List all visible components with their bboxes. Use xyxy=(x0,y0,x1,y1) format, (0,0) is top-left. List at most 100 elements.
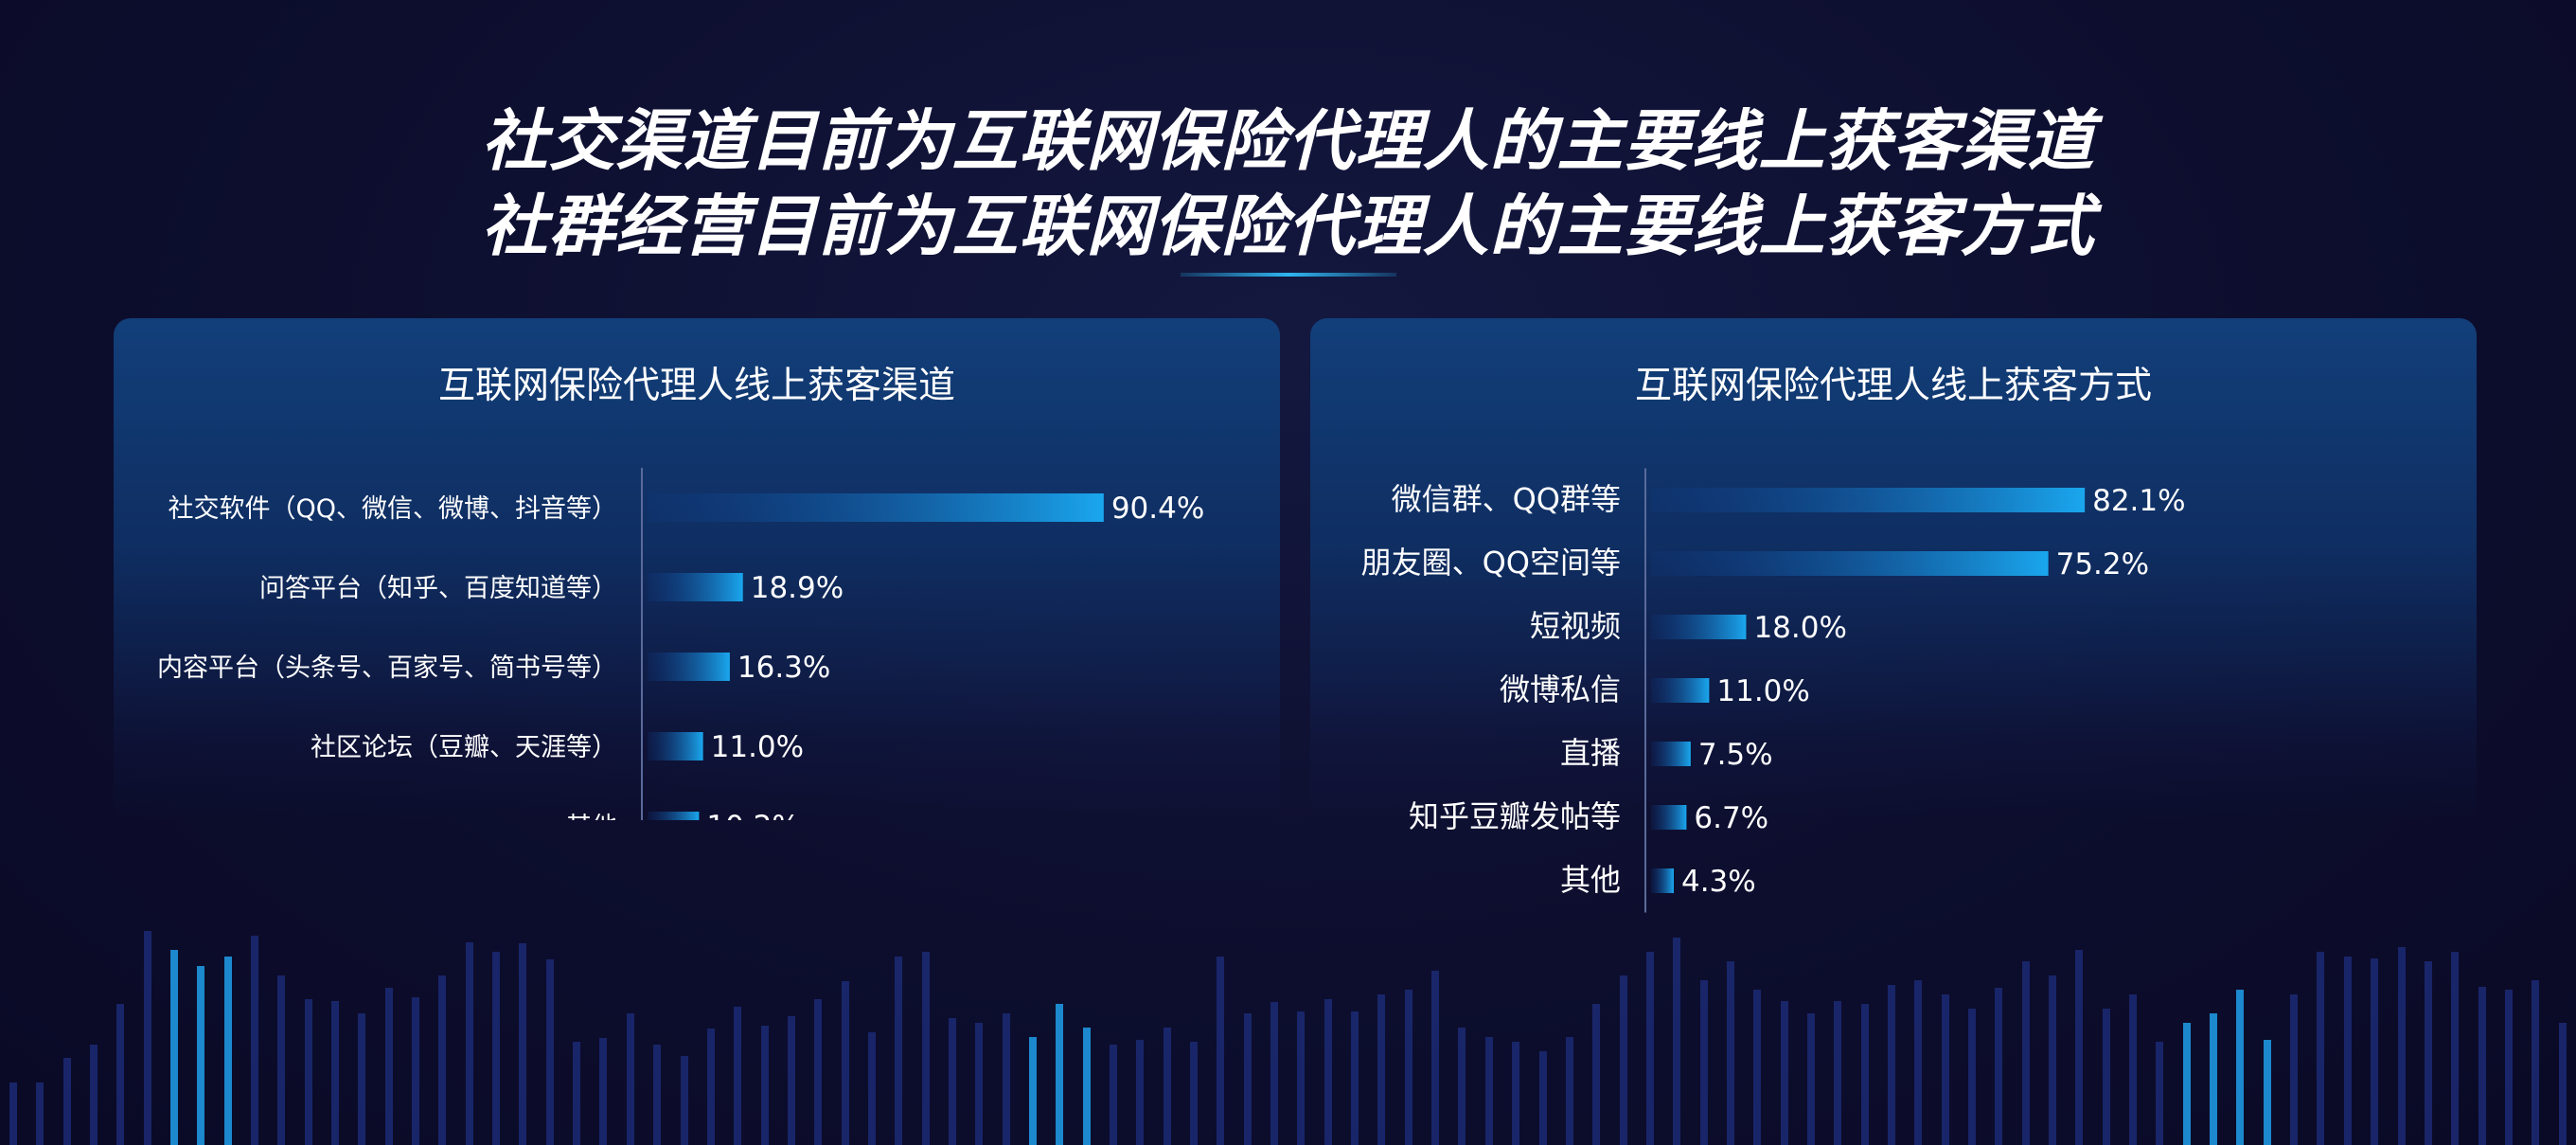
equalizer-bar xyxy=(2559,1023,2567,1145)
category-label: 问答平台（知乎、百度知道等） xyxy=(259,574,617,603)
value-label: 18.9% xyxy=(751,571,844,605)
equalizer-bar xyxy=(492,952,500,1145)
equalizer-bar xyxy=(627,1013,634,1145)
equalizer-bar xyxy=(868,1032,876,1145)
bar xyxy=(1651,805,1687,830)
equalizer-bar xyxy=(2532,980,2539,1145)
category-label: 微信群、QQ群等 xyxy=(1392,481,1621,517)
equalizer-bar xyxy=(1164,1028,1171,1145)
equalizer-bar xyxy=(1914,980,1922,1145)
equalizer-bar xyxy=(949,1018,956,1145)
equalizer-bar xyxy=(466,942,473,1145)
equalizer-bar xyxy=(1136,1040,1144,1145)
equalizer-bar xyxy=(1458,1028,1466,1145)
bar xyxy=(1651,615,1747,639)
equalizer-bar xyxy=(842,981,849,1145)
equalizer-bar xyxy=(1834,1001,1841,1145)
value-label: 10.2% xyxy=(706,810,799,820)
equalizer-bar xyxy=(1244,1013,1252,1145)
equalizer-bar xyxy=(438,975,446,1145)
bar xyxy=(1651,488,2086,512)
channels-chart-title: 互联网保险代理人线上获客渠道 xyxy=(437,365,955,407)
equalizer-bar xyxy=(1753,990,1761,1145)
bar xyxy=(1651,868,1674,893)
equalizer-bar xyxy=(197,966,204,1145)
equalizer-bar xyxy=(1324,999,1332,1145)
equalizer-bar xyxy=(599,1038,607,1145)
equalizer-bar xyxy=(277,975,285,1145)
category-label: 短视频 xyxy=(1530,608,1621,644)
bar xyxy=(648,812,700,820)
headline-line-2: 社群经营目前为互联网保险代理人的主要线上获客方式 xyxy=(481,188,2095,265)
equalizer-bar xyxy=(2290,994,2298,1145)
equalizer-bar xyxy=(1270,1002,1278,1145)
bar xyxy=(648,573,743,601)
equalizer-bar xyxy=(1377,994,1385,1145)
category-label: 直播 xyxy=(1560,735,1621,771)
equalizer-bar xyxy=(9,1082,17,1145)
value-label: 90.4% xyxy=(1111,492,1204,526)
equalizer-bar xyxy=(1861,1004,1869,1145)
equalizer-bar xyxy=(1673,938,1680,1145)
equalizer-bar xyxy=(1217,957,1224,1145)
equalizer-bar xyxy=(1807,1013,1815,1145)
equalizer-bar xyxy=(1646,952,1654,1145)
equalizer-bar xyxy=(1083,1028,1091,1145)
equalizer-bar xyxy=(1029,1037,1037,1145)
equalizer-bar xyxy=(895,957,902,1145)
equalizer-bar xyxy=(2183,1023,2191,1145)
equalizer-bar xyxy=(1431,971,1439,1145)
equalizer-bar xyxy=(144,931,151,1145)
headline-line-1: 社交渠道目前为互联网保险代理人的主要线上获客渠道 xyxy=(481,102,2095,180)
equalizer-bar xyxy=(922,952,930,1145)
category-label: 社交软件（QQ、微信、微博、抖音等） xyxy=(168,494,617,524)
category-label: 其他 xyxy=(566,813,617,820)
equalizer-bar xyxy=(116,1004,124,1145)
equalizer-bar xyxy=(788,1016,795,1145)
equalizer-bar xyxy=(63,1058,71,1145)
equalizer-bar xyxy=(2210,1013,2217,1145)
equalizer-bar xyxy=(2344,957,2352,1145)
equalizer-bar xyxy=(2075,950,2083,1145)
equalizer-bar xyxy=(1485,1037,1493,1145)
equalizer-bar xyxy=(734,1007,741,1145)
bar xyxy=(648,653,730,681)
category-label: 知乎豆瓣发帖等 xyxy=(1409,798,1621,834)
equalizer-bar xyxy=(412,997,419,1145)
category-label: 其他 xyxy=(1560,862,1621,898)
category-label: 社区论坛（豆瓣、天涯等） xyxy=(311,733,617,762)
equalizer-bar xyxy=(761,1026,769,1145)
equalizer-bar xyxy=(331,1001,339,1145)
equalizer-bar xyxy=(2103,1009,2110,1145)
value-label: 16.3% xyxy=(737,651,830,685)
equalizer-bar xyxy=(1539,1051,1547,1145)
value-label: 82.1% xyxy=(2092,484,2185,518)
equalizer-bar xyxy=(2049,975,2056,1145)
equalizer-bar xyxy=(2451,952,2459,1145)
equalizer-bar xyxy=(1727,961,1734,1145)
equalizer-bar xyxy=(2236,990,2244,1145)
equalizer-bar xyxy=(546,959,554,1145)
channels-chart-panel: 互联网保险代理人线上获客渠道 社交软件（QQ、微信、微博、抖音等） 90.4% 问答… xyxy=(114,318,1280,820)
value-label: 4.3% xyxy=(1681,865,1756,899)
equalizer-bar xyxy=(653,1045,661,1145)
equalizer-bar xyxy=(2398,947,2406,1145)
equalizer-bar xyxy=(1405,990,1412,1145)
equalizer-bar xyxy=(1700,980,1708,1145)
value-label: 11.0% xyxy=(1716,674,1809,708)
value-label: 18.0% xyxy=(1753,611,1846,645)
equalizer-bar xyxy=(814,999,822,1145)
methods-chart-title: 互联网保险代理人线上获客方式 xyxy=(1634,365,2152,407)
equalizer-bar xyxy=(385,988,393,1145)
category-label: 朋友圈、QQ空间等 xyxy=(1361,545,1621,581)
equalizer-bar xyxy=(2156,1042,2163,1145)
equalizer-bar xyxy=(1942,994,1949,1145)
equalizer-bar xyxy=(1888,985,1895,1145)
equalizer-bar xyxy=(2317,952,2324,1145)
equalizer-bar xyxy=(1190,1042,1198,1145)
methods-chart-panel: 互联网保险代理人线上获客方式 微信群、QQ群等 82.1% 朋友圈、QQ空间等 75.… xyxy=(1310,318,2477,913)
equalizer-bar xyxy=(305,999,312,1145)
equalizer-bar xyxy=(251,936,258,1145)
equalizer-bar xyxy=(573,1042,580,1145)
equalizer-bar xyxy=(2371,958,2378,1145)
